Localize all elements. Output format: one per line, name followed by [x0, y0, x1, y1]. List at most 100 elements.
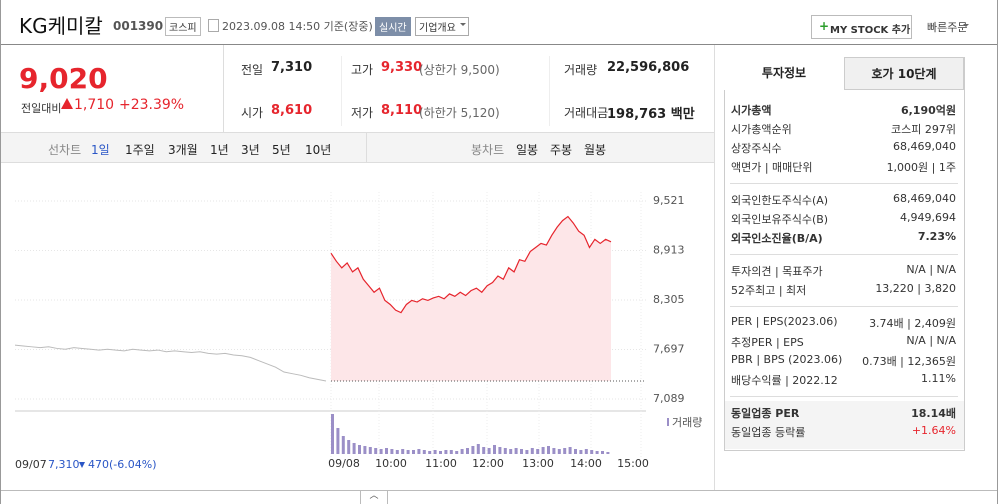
prev-rate: (-6.04%)	[109, 458, 157, 471]
tab-bar	[1, 133, 714, 163]
volume-bar	[584, 449, 588, 454]
summary-value: 8,610	[271, 103, 313, 118]
x-tick-label: 10:00	[375, 457, 407, 470]
prev-change: 470	[88, 458, 109, 471]
info-label: 52주최고 | 최저	[731, 284, 807, 297]
info-label: 시가총액순위	[731, 123, 792, 136]
volume-bar	[563, 448, 567, 454]
stock-code: 001390	[113, 19, 164, 33]
volume-bar	[439, 451, 442, 454]
panel-highlight	[725, 401, 964, 449]
volume-bar	[460, 449, 464, 454]
info-value: 1.11%	[921, 372, 956, 385]
section-divider	[730, 254, 958, 255]
candle-tab[interactable]: 월봉	[584, 143, 607, 157]
divider	[1, 132, 714, 133]
x-tick-label: 09/08	[328, 457, 360, 470]
change-label: 전일대비	[21, 102, 62, 115]
info-value: 68,469,040	[893, 140, 956, 153]
period-tab[interactable]: 3개월	[168, 143, 198, 157]
volume-bar	[352, 443, 356, 454]
volume-bar	[412, 450, 415, 454]
prev-day-line	[14, 344, 327, 382]
info-value: 18.14배	[911, 407, 956, 420]
summary-value: 22,596,806	[607, 60, 690, 75]
volume-bar	[433, 450, 437, 454]
info-value: 3.74배 | 2,409원	[869, 317, 956, 330]
my-stock-button[interactable]	[811, 15, 912, 39]
prev-close: 7,310	[48, 458, 80, 471]
divider	[714, 45, 715, 491]
my-stock[interactable]: MY STOCK 추가	[830, 25, 911, 36]
stock-name: KG케미칼	[19, 14, 103, 38]
down-arrow	[79, 462, 85, 468]
summary-value: 9,330	[381, 60, 423, 75]
volume-bar	[530, 448, 534, 454]
period-tab[interactable]: 1주일	[125, 143, 155, 157]
caret	[460, 23, 466, 29]
info-label: 상장주식수	[731, 142, 782, 155]
volume-bar	[552, 448, 556, 454]
info-value: N/A | N/A	[906, 263, 956, 276]
plus: +	[819, 19, 830, 33]
time: 2023.09.08 14:50 기준(장중)	[222, 20, 373, 33]
divider	[549, 56, 550, 126]
quick-order[interactable]: 빠른주문	[927, 21, 968, 34]
info-label: 동일업종 등락률	[731, 426, 806, 439]
candle-tab[interactable]: 일봉	[516, 143, 539, 157]
period-tab[interactable]: 1일	[91, 143, 110, 157]
info-value: 0.73배 | 12,365원	[862, 355, 956, 368]
info-label: 배당수익률 | 2022.12	[731, 374, 838, 387]
volume-bar	[401, 449, 405, 454]
period-tab[interactable]: 10년	[305, 143, 332, 157]
info-label: 외국인소진율(B/A)	[731, 232, 823, 245]
summary-label: 저가	[351, 106, 374, 120]
info-value: 13,220 | 3,820	[875, 282, 956, 295]
volume-legend: 거래량	[672, 416, 702, 429]
realtime-badge: 실시간	[375, 17, 411, 36]
info-value: 68,469,040	[893, 192, 956, 205]
info-label: 투자의견 | 목표주가	[731, 265, 823, 278]
info-value: 7.23%	[917, 230, 956, 243]
info-value: +1.64%	[911, 424, 956, 437]
section-divider	[730, 396, 958, 397]
panel-tab[interactable]: 투자정보	[724, 57, 844, 90]
info-label: 동일업종 PER	[731, 407, 800, 420]
divider	[341, 56, 342, 126]
info-label: PBR | BPS (2023.06)	[731, 353, 843, 366]
summary-note: (하한가 5,120)	[419, 106, 500, 120]
info-label: 추정PER | EPS	[731, 336, 804, 349]
candle-tab[interactable]: 주봉	[550, 143, 573, 157]
volume-bar	[574, 449, 577, 454]
period-tab[interactable]: 3년	[241, 143, 260, 157]
y-tick-label: 7,697	[653, 343, 685, 356]
header-line	[1, 44, 997, 45]
section-divider	[730, 306, 958, 307]
volume-bar	[471, 446, 475, 454]
volume-bar	[428, 451, 432, 454]
tab-group-label: 선차트	[48, 143, 82, 157]
volume-bar	[417, 449, 421, 454]
summary-value: 7,310	[271, 60, 313, 75]
period-tab[interactable]: 1년	[210, 143, 229, 157]
volume-bar	[331, 414, 334, 454]
company-info[interactable]: 기업개요	[415, 17, 469, 36]
period-tab[interactable]: 5년	[272, 143, 291, 157]
volume-bar	[406, 450, 410, 454]
volume-bar	[487, 448, 491, 454]
volume-bar	[503, 448, 507, 454]
volume-bar	[536, 449, 540, 454]
volume-bar	[541, 447, 545, 454]
volume-bar	[606, 452, 610, 454]
volume-bar	[476, 444, 480, 454]
panel-tab[interactable]: 호가 10단계	[844, 57, 964, 90]
collapse-toggle[interactable]: ︿	[360, 491, 388, 504]
volume-bar	[493, 445, 496, 454]
x-tick-label: 15:00	[617, 457, 649, 470]
time-icon	[208, 19, 219, 32]
volume-bar	[422, 450, 426, 454]
volume-bar	[336, 428, 340, 454]
info-label: 외국인한도주식수(A)	[731, 194, 829, 207]
volume-bar	[466, 448, 469, 454]
